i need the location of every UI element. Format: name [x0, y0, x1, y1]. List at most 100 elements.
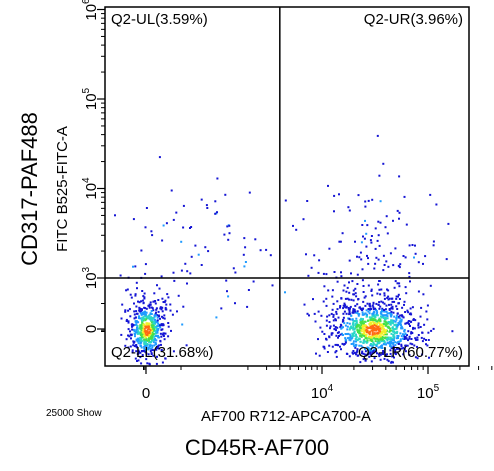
event-dot [375, 256, 378, 259]
event-dot [360, 322, 363, 324]
event-dot [372, 324, 375, 327]
event-dot [142, 301, 145, 304]
event-dot [409, 280, 411, 283]
event-dot [377, 258, 380, 261]
event-dot [333, 210, 335, 213]
event-dot [379, 293, 382, 296]
event-dot [163, 338, 166, 341]
event-dot [315, 352, 317, 355]
event-dot [374, 337, 377, 340]
event-dot [390, 361, 393, 364]
event-dot [332, 302, 335, 305]
event-dot [336, 343, 339, 346]
event-dot [367, 331, 370, 334]
event-dot [384, 333, 387, 336]
event-dot [365, 337, 368, 340]
event-dot [140, 346, 143, 349]
event-dot [395, 295, 398, 298]
event-dot [160, 335, 163, 338]
event-dot [371, 326, 374, 329]
event-dot [372, 306, 375, 309]
event-dot [132, 340, 135, 343]
event-dot [151, 346, 154, 349]
event-dot [348, 298, 351, 301]
event-dot [366, 224, 369, 227]
event-dot [132, 328, 135, 331]
event-dot [158, 315, 161, 318]
event-dot [160, 349, 163, 352]
event-dot [369, 348, 372, 350]
event-dot [400, 325, 403, 328]
event-dot [137, 315, 140, 318]
event-dot [360, 318, 362, 321]
event-dot [401, 315, 404, 317]
event-dot [381, 325, 384, 328]
event-dot [371, 333, 374, 336]
event-dot [395, 331, 398, 334]
x-axis-label: AF700 R712-APCA700-A [201, 408, 371, 425]
event-dot [148, 306, 151, 309]
event-dot [338, 193, 340, 196]
event-dot [153, 344, 156, 347]
event-dot [352, 328, 355, 331]
event-dot [411, 332, 414, 334]
event-dot [392, 337, 395, 340]
event-dot [360, 320, 363, 323]
event-dot [348, 322, 351, 325]
event-dot [366, 353, 369, 356]
event-dot [392, 311, 395, 314]
event-dot [428, 356, 430, 359]
event-dot [397, 337, 399, 339]
event-dot [353, 293, 355, 296]
event-dot [390, 303, 393, 306]
event-dot [120, 317, 123, 320]
event-dot [146, 332, 149, 335]
event-dot [398, 282, 401, 285]
event-dot [227, 295, 230, 298]
event-dot [364, 353, 367, 356]
event-dot [417, 326, 420, 329]
event-dot [370, 360, 373, 363]
event-dot [148, 336, 151, 339]
event-dot [396, 347, 399, 350]
event-dot [368, 312, 371, 315]
event-dot [149, 313, 152, 316]
event-dot [400, 318, 403, 321]
event-dot [216, 211, 218, 214]
event-dot [373, 321, 376, 324]
event-dot [343, 322, 346, 325]
event-dot [143, 338, 146, 341]
event-dot [371, 346, 374, 349]
event-dot [397, 264, 400, 267]
event-dot [384, 308, 387, 311]
event-dot [371, 329, 374, 332]
event-dot [351, 318, 354, 321]
event-dot [134, 335, 136, 338]
event-dot [362, 352, 365, 355]
event-dot [158, 287, 161, 290]
event-dot [140, 308, 143, 311]
event-dot [360, 344, 363, 347]
event-dot [167, 325, 170, 328]
event-dot [377, 220, 380, 223]
event-dot [305, 253, 307, 256]
event-dot [384, 330, 387, 333]
event-dot [389, 321, 392, 324]
event-dot [383, 309, 386, 311]
event-dot [350, 298, 353, 301]
event-dot [165, 222, 168, 225]
outer-x-label: CD45R-AF700 [185, 435, 329, 460]
event-dot [386, 358, 389, 361]
event-dot [331, 332, 334, 335]
event-dot [165, 303, 168, 306]
event-dot [329, 325, 332, 328]
event-dot [385, 343, 387, 346]
event-dot [391, 330, 394, 333]
event-dot [142, 319, 145, 322]
event-dot [369, 325, 372, 328]
event-dot [390, 313, 393, 316]
event-dot [373, 318, 376, 321]
event-dot [128, 308, 131, 311]
event-dot [355, 333, 357, 336]
event-dot [451, 330, 454, 333]
